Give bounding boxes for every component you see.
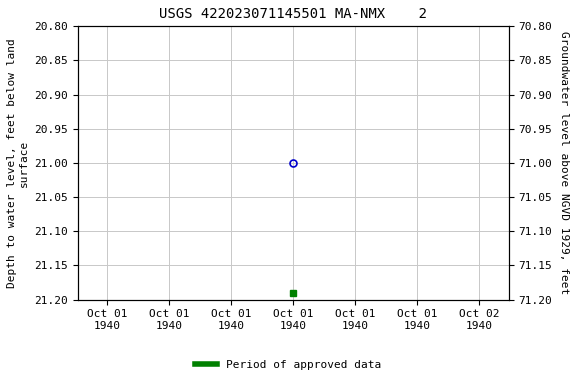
Title: USGS 422023071145501 MA-NMX    2: USGS 422023071145501 MA-NMX 2	[159, 7, 427, 21]
Legend: Period of approved data: Period of approved data	[191, 356, 385, 375]
Y-axis label: Depth to water level, feet below land
surface: Depth to water level, feet below land su…	[7, 38, 29, 288]
Y-axis label: Groundwater level above NGVD 1929, feet: Groundwater level above NGVD 1929, feet	[559, 31, 569, 295]
